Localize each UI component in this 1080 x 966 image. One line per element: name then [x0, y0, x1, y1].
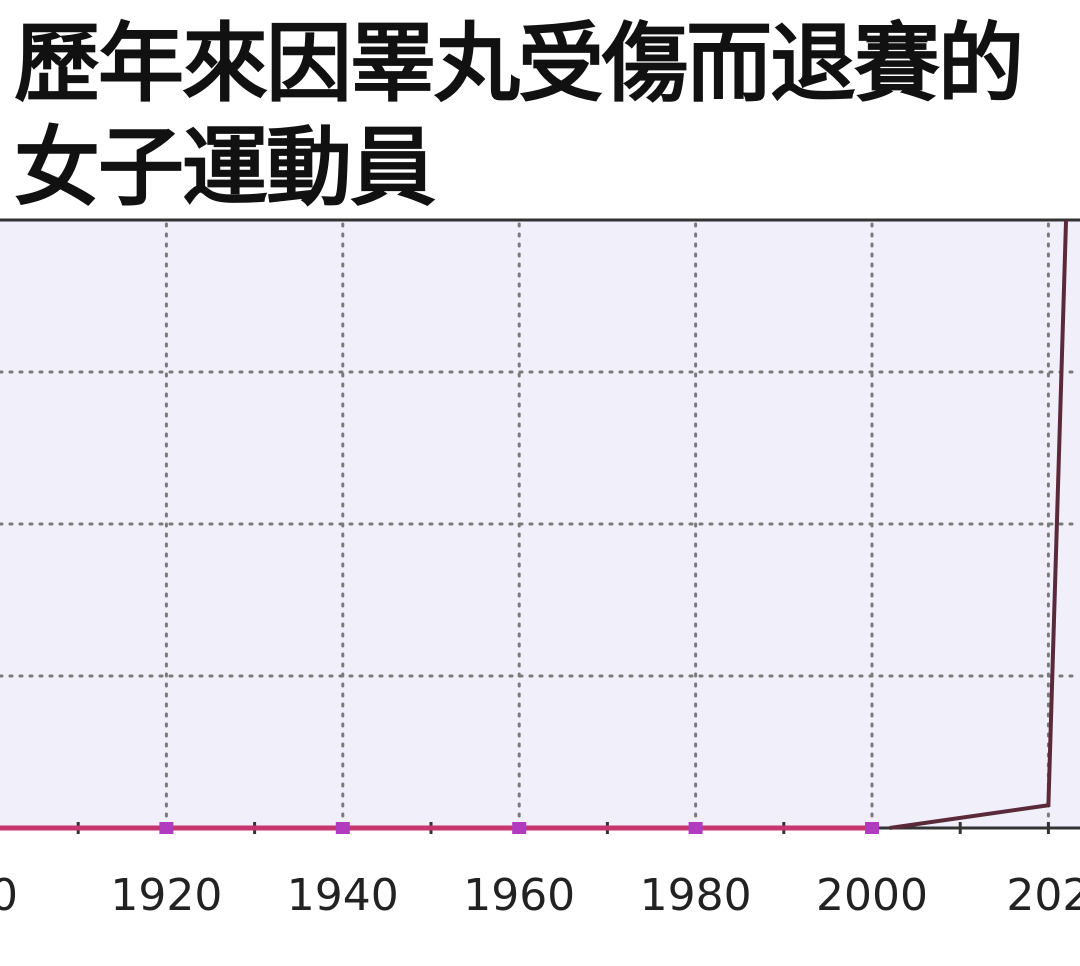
data-points	[159, 822, 879, 834]
title-line-1: 歷年來因睪丸受傷而退賽的	[14, 14, 1024, 114]
data-point-marker	[159, 822, 174, 834]
x-tick-label: 1940	[287, 870, 399, 921]
chart-title: 歷年來因睪丸受傷而退賽的 女子運動員	[14, 12, 1074, 220]
series-line-group	[0, 219, 1069, 831]
x-tick-label: 00	[0, 870, 18, 921]
data-point-marker	[688, 822, 703, 834]
x-tick-label: 202	[1006, 870, 1080, 921]
x-tick-label: 1960	[463, 870, 575, 921]
title-line-2: 女子運動員	[14, 118, 436, 218]
x-tick-labels: 00 1920 1940 1960 1980 2000 202	[0, 870, 1080, 921]
x-tick-label: 2000	[816, 870, 928, 921]
data-point-marker	[335, 822, 350, 834]
data-point-marker	[865, 822, 879, 834]
data-point-marker	[512, 822, 527, 834]
x-tick-label: 1980	[640, 870, 752, 921]
grid-lines	[0, 222, 1080, 830]
series-line-rise	[889, 219, 1069, 830]
x-tick-label: 1920	[110, 870, 222, 921]
